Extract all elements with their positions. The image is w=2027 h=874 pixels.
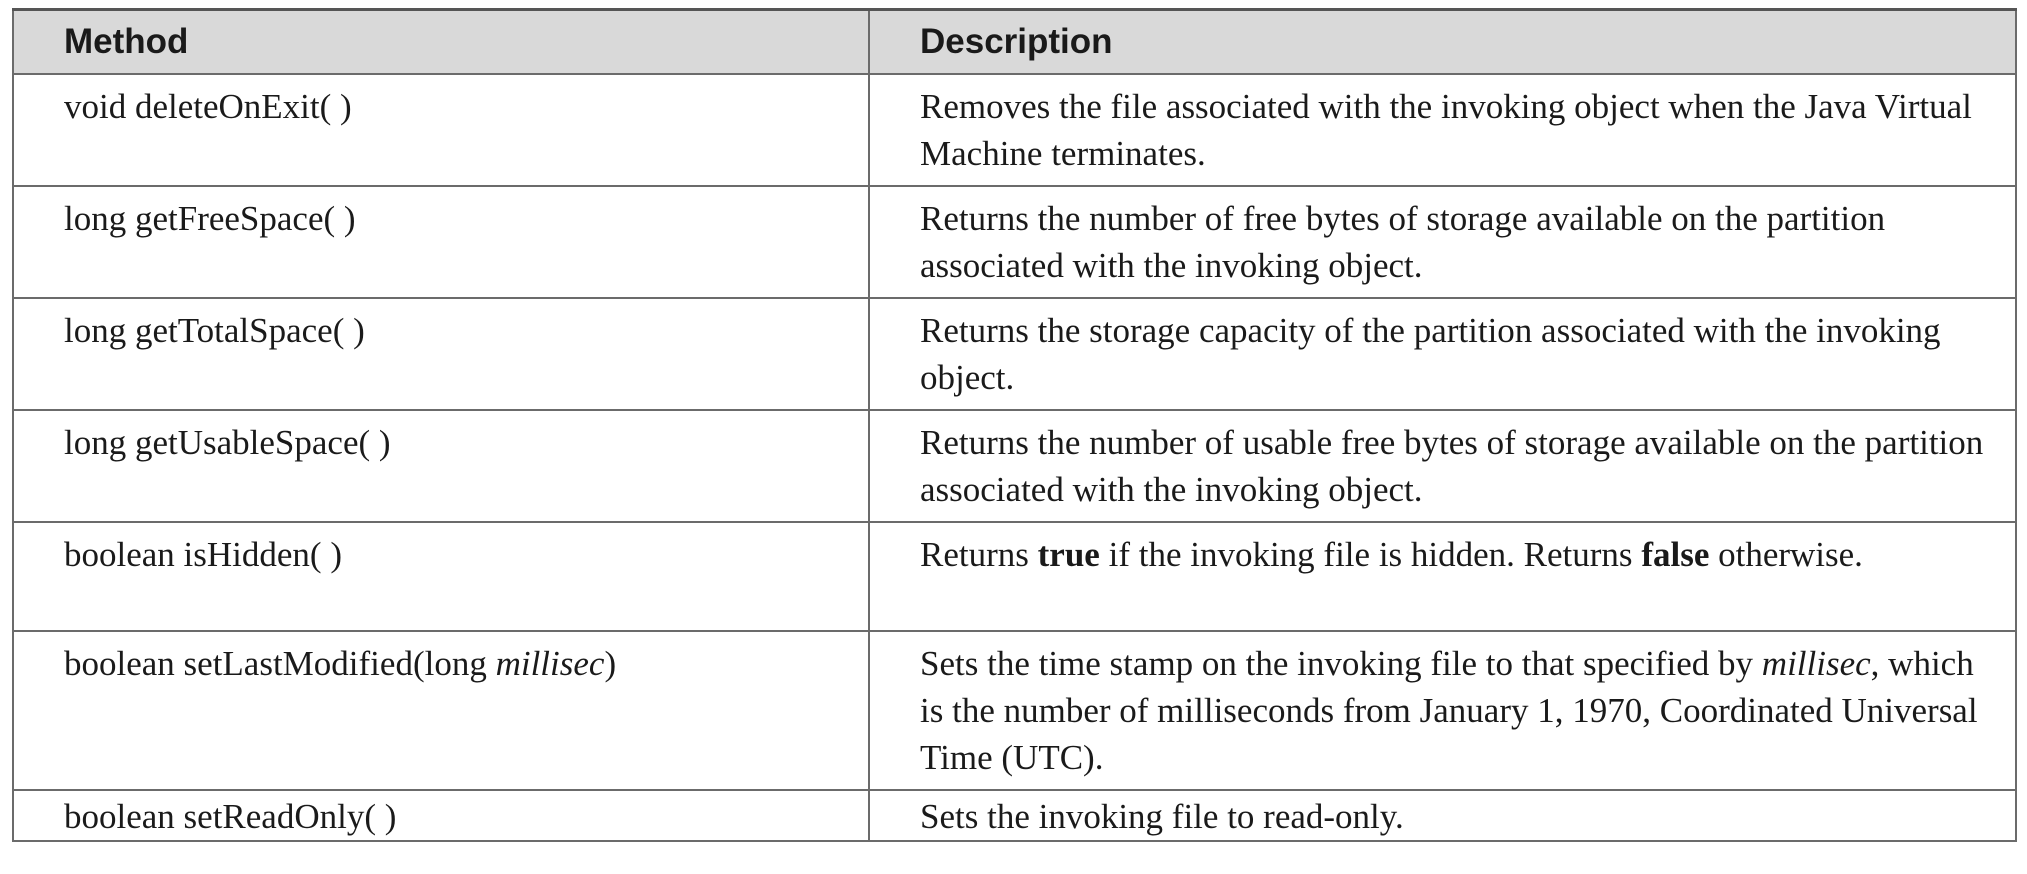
desc-text: if the invoking file is hidden. Returns [1099, 535, 1642, 574]
table-row: boolean setLastModified(long millisec) S… [12, 630, 2017, 791]
table-row: long getFreeSpace( ) Returns the number … [12, 185, 2017, 299]
table-header-row: Method Description [12, 8, 2017, 75]
method-cell: long getFreeSpace( ) [12, 185, 870, 299]
description-cell: Sets the invoking file to read-only. [868, 789, 2017, 842]
description-cell: Removes the file associated with the inv… [868, 73, 2017, 187]
keyword-true: true [1037, 535, 1100, 574]
methods-table: Method Description void deleteOnExit( ) … [12, 8, 2017, 842]
method-cell: long getUsableSpace( ) [12, 409, 870, 523]
table-row: long getTotalSpace( ) Returns the storag… [12, 297, 2017, 411]
table-row: boolean isHidden( ) Returns true if the … [12, 521, 2017, 632]
description-cell: Returns true if the invoking file is hid… [868, 521, 2017, 632]
description-cell: Sets the time stamp on the invoking file… [868, 630, 2017, 791]
table-row: boolean setReadOnly( ) Sets the invoking… [12, 789, 2017, 842]
header-description: Description [868, 8, 2017, 75]
desc-text: , which is the number of milliseconds fr… [920, 644, 1978, 777]
keyword-false: false [1641, 535, 1710, 574]
description-cell: Returns the number of usable free bytes … [868, 409, 2017, 523]
method-cell: boolean isHidden( ) [12, 521, 870, 632]
method-cell: void deleteOnExit( ) [12, 73, 870, 187]
header-method: Method [12, 8, 870, 75]
method-cell: boolean setLastModified(long millisec) [12, 630, 870, 791]
table-row: long getUsableSpace( ) Returns the numbe… [12, 409, 2017, 523]
method-cell: boolean setReadOnly( ) [12, 789, 870, 842]
method-text: boolean setLastModified(long [64, 644, 496, 683]
table-row: void deleteOnExit( ) Removes the file as… [12, 73, 2017, 187]
desc-text: Returns [920, 535, 1038, 574]
param-name: millisec [1761, 644, 1871, 683]
param-name: millisec [495, 644, 605, 683]
method-cell: long getTotalSpace( ) [12, 297, 870, 411]
description-cell: Returns the storage capacity of the part… [868, 297, 2017, 411]
desc-text: otherwise. [1709, 535, 1863, 574]
desc-text: Sets the time stamp on the invoking file… [920, 644, 1762, 683]
method-text: ) [604, 644, 617, 683]
description-cell: Returns the number of free bytes of stor… [868, 185, 2017, 299]
